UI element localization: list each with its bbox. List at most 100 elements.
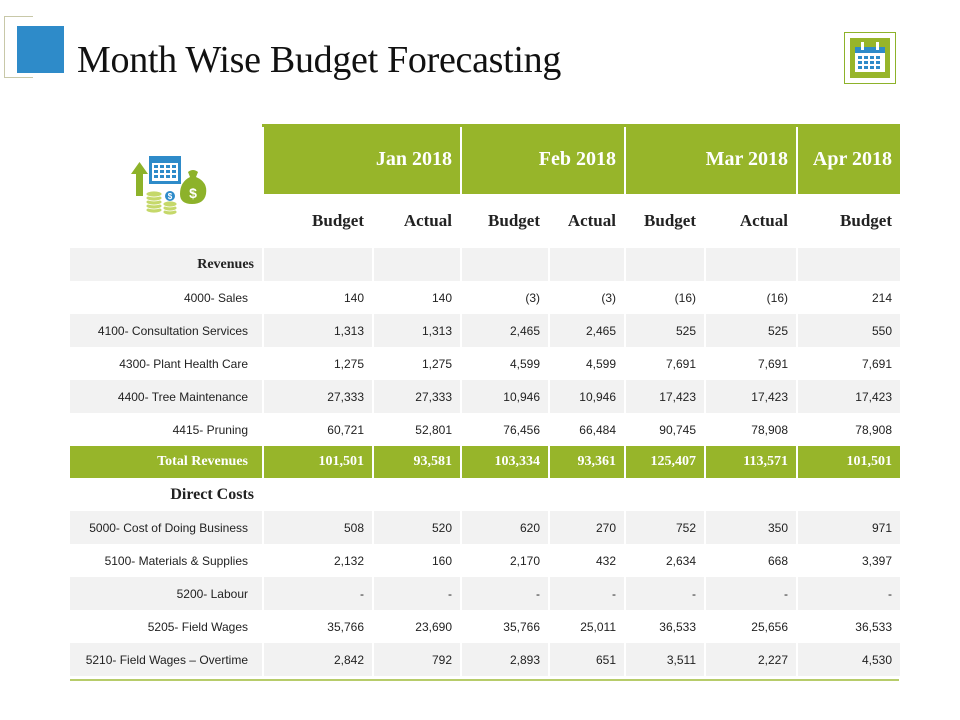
direct-cost-row: 5000- Cost of Doing Business 508 520 620 270…: [70, 511, 900, 544]
value-cell: 2,465: [550, 314, 624, 347]
value-cell: 2,465: [462, 314, 548, 347]
svg-text:$: $: [189, 185, 197, 201]
value-cell: (16): [766, 290, 788, 305]
empty-cell: [798, 248, 900, 281]
table-bottom-rule: [70, 679, 899, 681]
value-cell: 36,533: [659, 619, 696, 634]
value-cell: 2,132: [333, 553, 364, 568]
table-logo-cell: $ $: [70, 124, 262, 248]
row-label: 4400- Tree Maintenance: [70, 380, 262, 413]
subheader-cell: Actual: [739, 211, 788, 230]
value-cell: 651: [550, 643, 624, 676]
value-cell: 432: [595, 553, 616, 568]
empty-cell: [798, 478, 900, 511]
value-cell: 27,333: [374, 380, 460, 413]
row-label: 4000- Sales: [183, 290, 248, 305]
empty-cell: [626, 248, 704, 281]
empty-cell: [264, 248, 372, 281]
value-cell: 52,801: [415, 422, 452, 437]
value-cell: 10,946: [462, 380, 548, 413]
page-title: Month Wise Budget Forecasting: [77, 39, 562, 81]
value-cell: 66,484: [579, 422, 616, 437]
value-cell: 668: [767, 553, 788, 568]
empty-cell: [462, 248, 548, 281]
value-cell: 35,766: [327, 619, 364, 634]
value-cell: 2,842: [264, 643, 372, 676]
empty-cell: [462, 478, 548, 511]
value-cell: 35,766: [503, 619, 540, 634]
empty-cell: [550, 248, 624, 281]
value-cell: 2,893: [462, 643, 548, 676]
value-cell: 550: [798, 314, 900, 347]
value-cell: 7,691: [861, 356, 892, 371]
empty-cell: [374, 478, 460, 511]
value-cell: 7,691: [757, 356, 788, 371]
value-cell: 90,745: [659, 422, 696, 437]
value-cell: 525: [626, 314, 704, 347]
subheader-cell: Actual: [403, 211, 452, 230]
empty-cell: [264, 478, 372, 511]
direct-costs-heading-row: Direct Costs: [70, 478, 900, 511]
value-cell: 93,581: [374, 446, 460, 478]
direct-cost-row: 5100- Materials & Supplies 2,132 160 2,170 4…: [70, 544, 900, 577]
direct-costs-heading: Direct Costs: [170, 485, 254, 503]
value-cell: 60,721: [327, 422, 364, 437]
table-top-rule: [70, 124, 899, 127]
value-cell: 971: [798, 511, 900, 544]
subheader-cell: Budget: [312, 211, 364, 230]
value-cell: 350: [706, 511, 796, 544]
value-cell: 2,227: [706, 643, 796, 676]
value-cell: 160: [431, 553, 452, 568]
value-cell: (3): [601, 290, 616, 305]
subheader-cell: Budget: [840, 211, 892, 230]
value-cell: 25,011: [580, 619, 616, 634]
value-cell: 508: [264, 511, 372, 544]
calendar-icon: [850, 38, 890, 78]
revenue-row: 4300- Plant Health Care 1,275 1,275 4,599 4,…: [70, 347, 900, 380]
value-cell: 4,530: [798, 643, 900, 676]
svg-text:$: $: [168, 192, 173, 201]
value-cell: 103,334: [462, 446, 548, 478]
value-cell: 4,599: [509, 356, 540, 371]
empty-cell: [626, 478, 704, 511]
row-label: Total Revenues: [70, 446, 262, 478]
value-cell: 1,275: [421, 356, 452, 371]
value-cell: 2,634: [665, 553, 696, 568]
value-cell: -: [462, 577, 548, 610]
month-header-row: $ $ Jan 2018 Feb 2018 Mar 2018 Apr 2018: [70, 124, 900, 248]
value-cell: 7,691: [665, 356, 696, 371]
budget-table-lower: Direct Costs 5000- Cost of Doing Business…: [68, 478, 902, 676]
value-cell: 101,501: [798, 446, 900, 478]
row-label: 5000- Cost of Doing Business: [70, 511, 262, 544]
value-cell: -: [798, 577, 900, 610]
value-cell: 792: [374, 643, 460, 676]
value-cell: -: [626, 577, 704, 610]
value-cell: 4,599: [585, 356, 616, 371]
value-cell: 270: [550, 511, 624, 544]
revenues-heading: Revenues: [70, 248, 262, 281]
subheader-cell: Budget: [644, 211, 696, 230]
value-cell: 140: [343, 290, 364, 305]
value-cell: 140: [431, 290, 452, 305]
row-label: 5205- Field Wages: [147, 619, 248, 634]
row-label: 4415- Pruning: [172, 422, 248, 437]
value-cell: 76,456: [503, 422, 540, 437]
month-jan-2018: Jan 2018: [264, 124, 460, 194]
empty-cell: [706, 248, 796, 281]
value-cell: -: [550, 577, 624, 610]
revenue-row: 4415- Pruning 60,721 52,801 76,456 66,484 90,…: [70, 413, 900, 446]
value-cell: 3,511: [626, 643, 704, 676]
value-cell: -: [374, 577, 460, 610]
value-cell: 25,656: [751, 619, 788, 634]
direct-cost-row: 5205- Field Wages 35,766 23,690 35,766 25,01…: [70, 610, 900, 643]
value-cell: -: [706, 577, 796, 610]
value-cell: 214: [871, 290, 892, 305]
value-cell: 101,501: [264, 446, 372, 478]
value-cell: 17,423: [626, 380, 704, 413]
finance-growth-icon: $ $: [131, 156, 207, 216]
value-cell: 78,908: [855, 422, 892, 437]
value-cell: 23,690: [415, 619, 452, 634]
calendar-icon-frame: [844, 32, 896, 84]
value-cell: 1,275: [333, 356, 364, 371]
empty-cell: [374, 248, 460, 281]
